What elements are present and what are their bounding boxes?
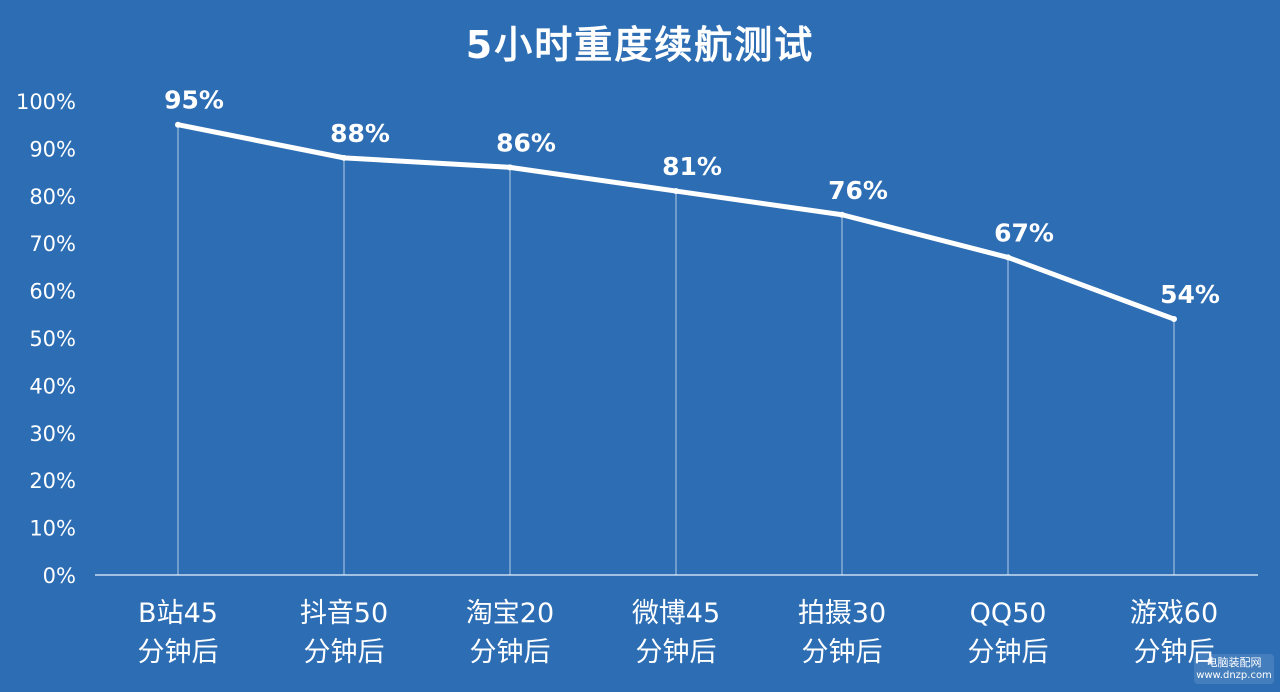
y-tick-label: 60%	[29, 280, 76, 304]
x-tick-label: QQ50	[970, 598, 1047, 629]
x-tick-label: B站45	[138, 598, 218, 629]
y-tick-label: 10%	[29, 517, 76, 541]
x-tick-label-line2: 分钟后	[304, 637, 385, 668]
y-tick-label: 90%	[29, 137, 76, 161]
x-tick-label: 微博45	[632, 598, 720, 629]
x-tick-label: 淘宝20	[466, 598, 554, 629]
data-label: 76%	[828, 176, 888, 205]
data-point	[1005, 254, 1011, 261]
chart-title: 5小时重度续航测试	[465, 23, 815, 67]
data-point	[175, 121, 181, 128]
x-tick-label-line2: 分钟后	[138, 637, 219, 668]
y-tick-label: 30%	[29, 422, 76, 446]
y-tick-label: 0%	[43, 564, 76, 588]
y-tick-label: 20%	[29, 469, 76, 493]
data-label: 88%	[330, 119, 390, 148]
data-point	[673, 188, 679, 195]
watermark-line-2: www.dnzp.com	[1196, 670, 1272, 681]
x-tick-label-line2: 分钟后	[968, 637, 1049, 668]
x-tick-label: 游戏60	[1130, 598, 1218, 629]
y-tick-label: 100%	[16, 90, 76, 114]
x-tick-label-line2: 分钟后	[802, 637, 883, 668]
y-tick-label: 40%	[29, 374, 76, 398]
data-point	[507, 164, 513, 171]
data-point	[341, 154, 347, 161]
x-tick-label-line2: 分钟后	[470, 637, 551, 668]
x-tick-label: 抖音50	[300, 598, 388, 629]
data-label: 81%	[662, 152, 722, 181]
data-label: 86%	[496, 128, 556, 157]
watermark: 电脑装配网 www.dnzp.com	[1194, 654, 1274, 684]
y-tick-label: 50%	[29, 327, 76, 351]
data-label: 95%	[164, 86, 224, 115]
watermark-line-1: 电脑装配网	[1206, 656, 1262, 669]
data-label: 67%	[994, 218, 1054, 247]
data-point	[839, 211, 845, 218]
y-tick-label: 80%	[29, 185, 76, 209]
data-label: 54%	[1160, 280, 1220, 309]
x-tick-label: 拍摄30	[798, 598, 886, 629]
x-tick-label-line2: 分钟后	[636, 637, 717, 668]
data-point	[1171, 316, 1177, 323]
y-tick-label: 70%	[29, 232, 76, 256]
x-tick-label-line2: 分钟后	[1134, 637, 1215, 668]
